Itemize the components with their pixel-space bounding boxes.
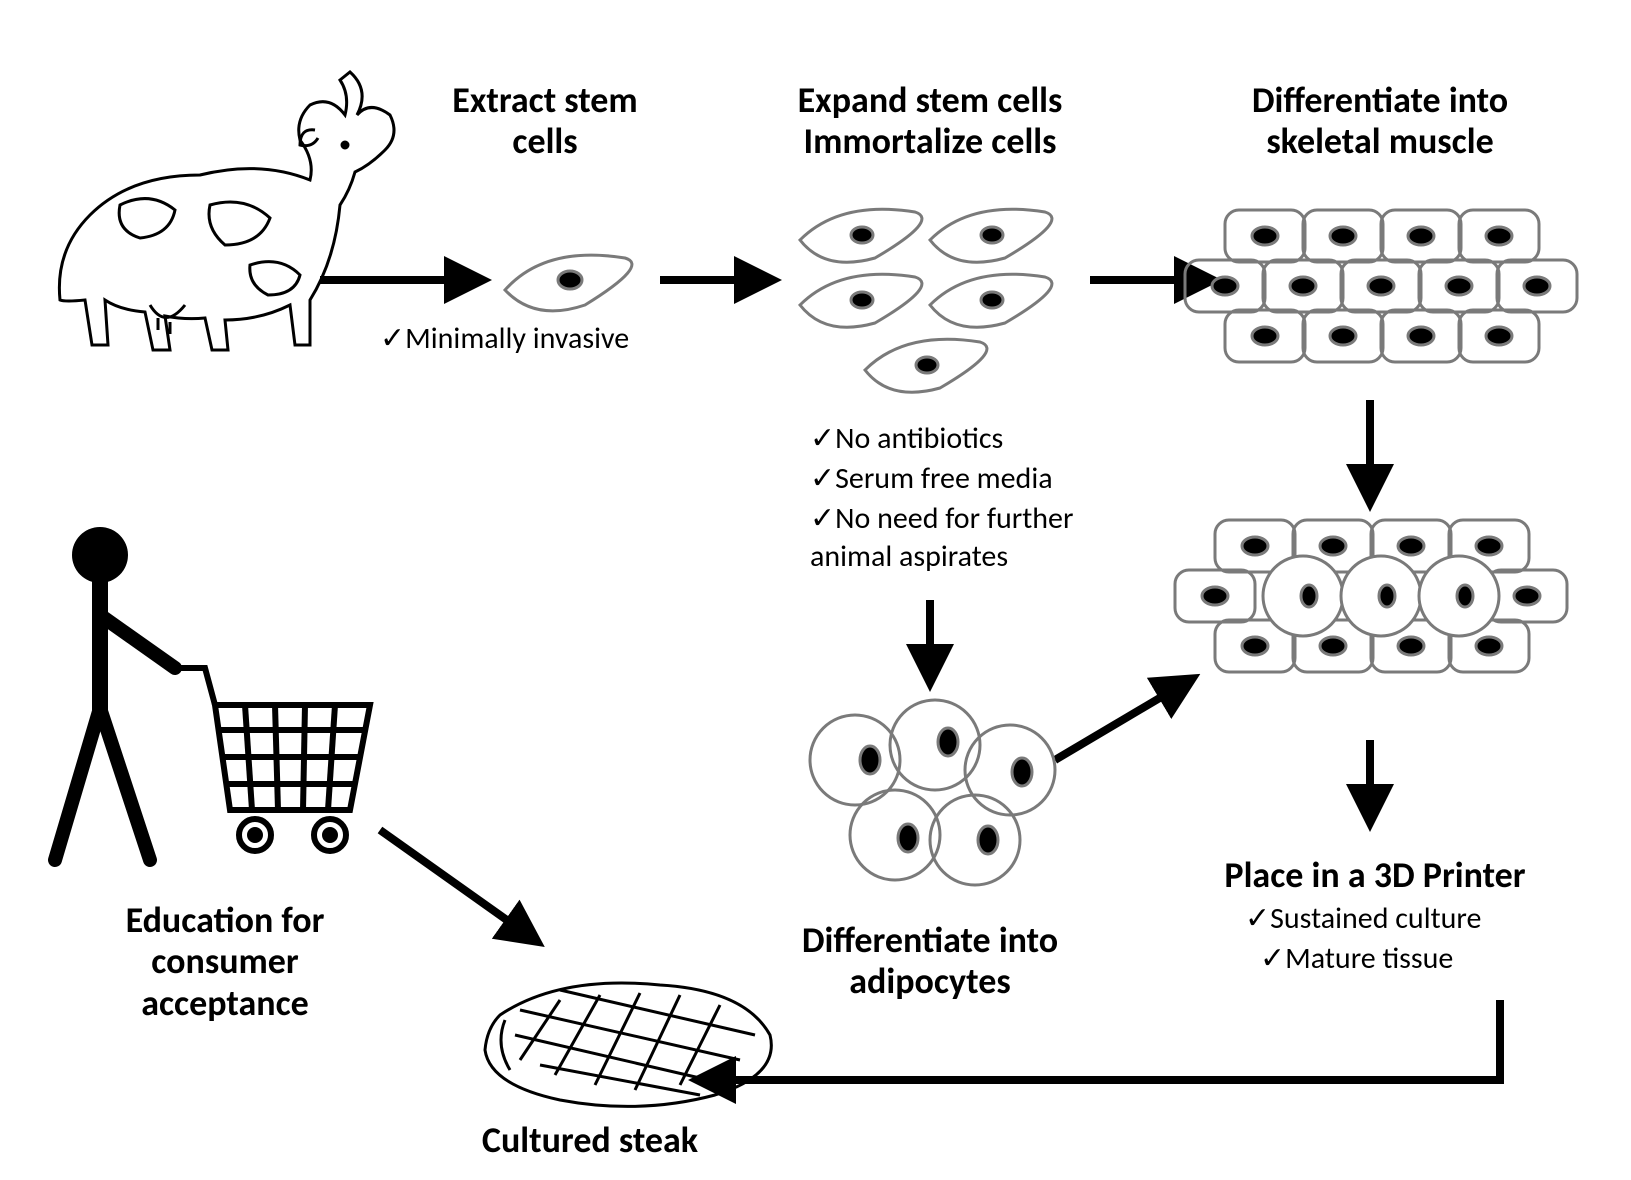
- shopper-icon: [55, 527, 370, 860]
- arrow-a8: [700, 1000, 1500, 1080]
- steak-icon: [485, 983, 771, 1106]
- cow-icon: [59, 72, 394, 350]
- diagram-svg: [0, 0, 1631, 1180]
- arrows-group: [320, 280, 1500, 1080]
- arrow-a6: [1055, 680, 1190, 760]
- stem-cell-icon: [505, 255, 632, 311]
- stem-cells-cluster-icon: [800, 209, 1052, 392]
- adipocytes-icon: [810, 700, 1055, 885]
- combined-tissue-icon: [1175, 520, 1567, 672]
- muscle-cells-icon: [1185, 210, 1577, 362]
- arrow-a9: [380, 830, 535, 940]
